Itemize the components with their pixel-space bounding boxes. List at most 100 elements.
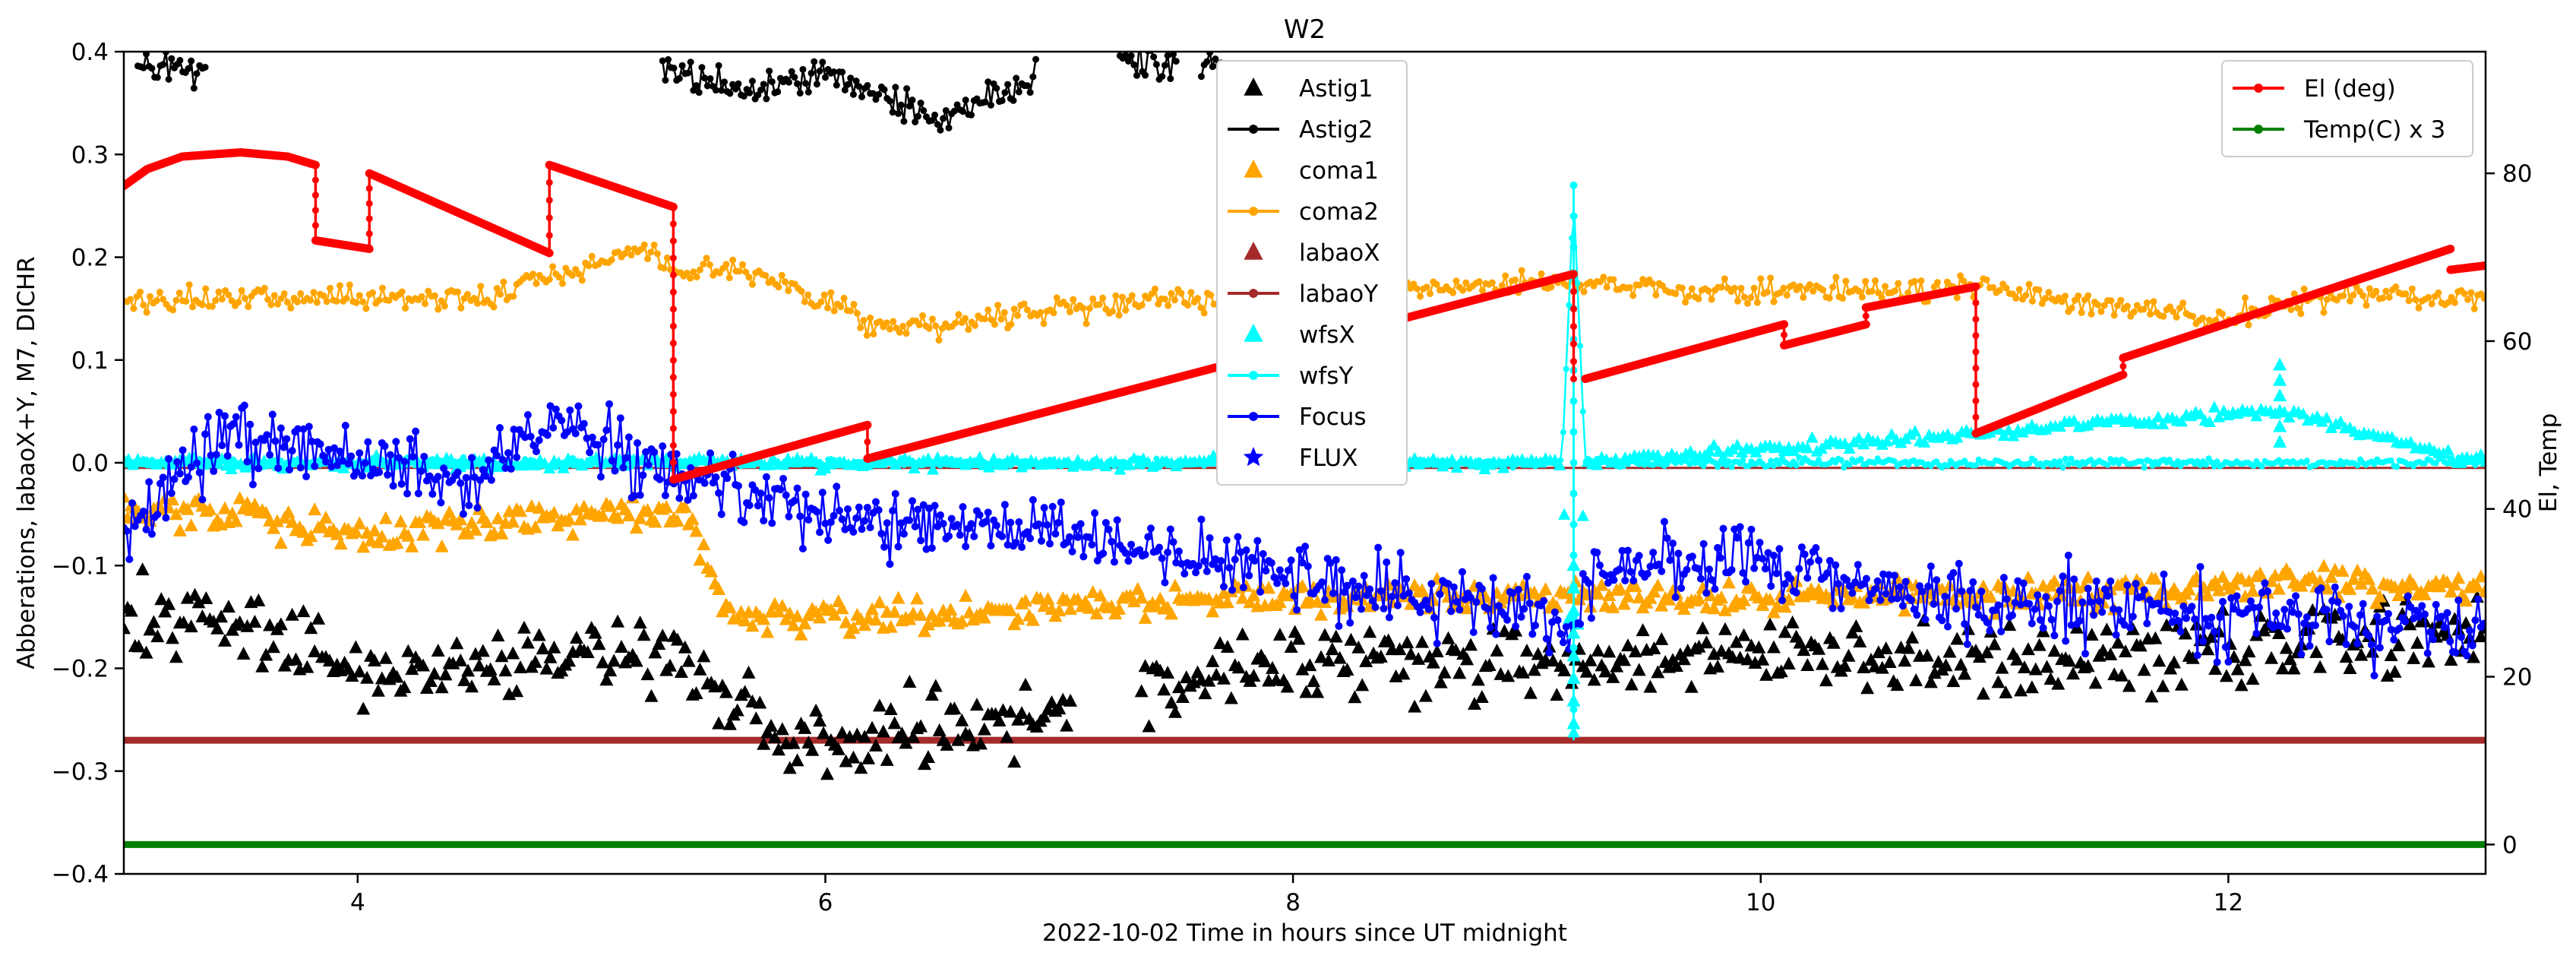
- series-wfsx-point: [2250, 410, 2263, 422]
- series-el-deg-point: [1781, 341, 1788, 349]
- series-astig1-point: [300, 660, 314, 673]
- legend-right: El (deg) Temp(C) x 3: [2221, 60, 2473, 157]
- legend-entry-temp-c-x-3: Temp(C) x 3: [2233, 116, 2445, 144]
- series-astig2-point: [712, 87, 719, 94]
- series-astig1-point: [1415, 635, 1430, 648]
- series-coma2-point: [1165, 302, 1172, 309]
- series-focus-point: [2443, 609, 2451, 617]
- series-focus-point: [1610, 576, 1618, 584]
- series-focus-point: [1522, 572, 1531, 581]
- series-astig1-point: [2066, 666, 2081, 680]
- series-focus-point: [1503, 616, 1512, 624]
- series-wfsy-point: [2138, 458, 2145, 465]
- series-astig1-point: [2040, 660, 2054, 673]
- series-astig1-point: [191, 595, 206, 609]
- series-focus-point: [1705, 565, 1714, 574]
- series-astig1-point: [1620, 638, 1635, 652]
- series-focus-point: [2196, 562, 2205, 571]
- series-wfsy-point: [2202, 461, 2209, 468]
- series-wfsx-point: [370, 448, 383, 461]
- series-coma1-point: [640, 503, 655, 517]
- series-el-deg-point: [365, 169, 373, 177]
- series-coma2-point: [277, 295, 285, 302]
- series-focus-point: [2474, 595, 2483, 603]
- series-coma2-point: [1538, 270, 1545, 277]
- series-focus-point: [684, 495, 692, 504]
- series-coma2-point: [438, 297, 445, 305]
- series-astig2-point: [821, 74, 829, 81]
- series-astig2-point: [937, 126, 944, 134]
- series-focus-point: [813, 508, 821, 516]
- series-astig2-point: [678, 62, 686, 69]
- series-wfsy-point: [1857, 456, 1864, 463]
- series-el-deg-point: [311, 207, 319, 214]
- series-wfsy-point: [2394, 464, 2401, 470]
- series-focus-point: [175, 470, 184, 478]
- series-focus-point: [1815, 556, 1823, 565]
- series-coma1-point: [697, 537, 711, 551]
- series-focus-point: [1388, 593, 1396, 601]
- legend-label: El (deg): [2304, 75, 2396, 103]
- y-tick-label: −0.3: [52, 758, 109, 786]
- series-focus-point: [2107, 577, 2115, 585]
- series-focus-point: [1907, 596, 1915, 604]
- series-focus-point: [1421, 596, 1430, 604]
- series-focus-point: [341, 422, 349, 430]
- series-focus-point: [1593, 549, 1601, 557]
- series-astig1-point: [895, 726, 909, 740]
- series-focus-point: [397, 480, 406, 488]
- series-coma2-point: [1783, 292, 1791, 299]
- legend-marker: [1249, 207, 1258, 216]
- series-astig1-point: [1871, 645, 1885, 659]
- series-coma2-point: [886, 325, 893, 333]
- series-astig1-point: [1946, 674, 1961, 688]
- series-focus-point: [2100, 585, 2109, 593]
- series-coma1-point: [2148, 571, 2163, 585]
- series-coma2-point: [687, 274, 694, 282]
- series-astig1-point: [2354, 647, 2369, 661]
- series-wfsx-point: [1918, 435, 1931, 448]
- series-coma2-point: [985, 306, 992, 314]
- series-astig1-point: [588, 625, 602, 639]
- series-coma2-point: [1478, 286, 1486, 294]
- series-coma2-point: [1452, 277, 1460, 285]
- series-coma2-point: [1020, 300, 1028, 308]
- series-coma1-point: [1527, 585, 1541, 599]
- series-focus-point: [1772, 569, 1781, 578]
- series-coma2-point: [307, 296, 314, 304]
- series-coma2-point: [274, 300, 282, 308]
- series-astig1-point: [491, 628, 505, 642]
- series-focus-point: [919, 501, 928, 509]
- series-el-deg-point: [1972, 413, 1980, 421]
- series-focus-point: [333, 461, 341, 470]
- series-el-deg: [124, 147, 2486, 484]
- series-focus-point: [1739, 568, 1747, 577]
- series-wfsy-point: [1793, 462, 1800, 469]
- series-coma2-point: [1177, 290, 1185, 297]
- series-focus-point: [2292, 592, 2300, 600]
- series-focus-point: [715, 489, 723, 497]
- series-focus-point: [268, 410, 277, 419]
- legend-marker: [1244, 78, 1263, 96]
- series-focus-point: [1444, 580, 1452, 588]
- series-astig1-point: [1168, 704, 1182, 718]
- series-focus-point: [131, 522, 139, 530]
- series-astig1-point: [865, 720, 880, 734]
- series-coma2-point: [2035, 286, 2043, 293]
- series-focus-point: [1091, 509, 1099, 517]
- series-coma2-point: [2467, 289, 2475, 296]
- series-astig1-point: [925, 687, 939, 701]
- series-astig1-point: [236, 646, 251, 660]
- series-coma1-point: [1538, 582, 1553, 596]
- series-focus-point: [1076, 520, 1085, 528]
- series-coma2-point: [228, 297, 235, 305]
- series-astig1-point: [2343, 660, 2357, 674]
- series-focus-point: [394, 454, 403, 462]
- series-astig2-point: [1001, 89, 1009, 97]
- series-coma1-point: [865, 602, 880, 616]
- series-astig2-point: [687, 59, 694, 66]
- series-astig1-point: [2047, 644, 2062, 657]
- series-astig1-point: [1647, 641, 1661, 655]
- series-coma2-point: [2470, 305, 2478, 312]
- series-astig1-point: [2137, 663, 2151, 676]
